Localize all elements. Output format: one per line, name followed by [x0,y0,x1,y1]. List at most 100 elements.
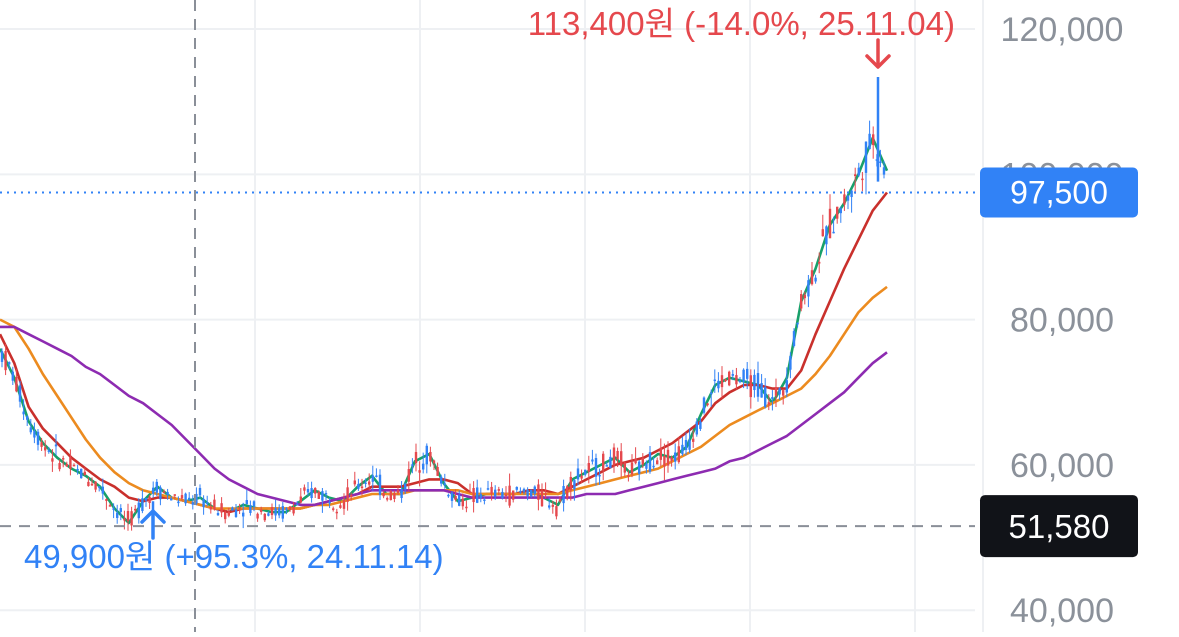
candle-body [526,489,529,497]
candle-body [638,461,641,474]
candle-body [555,506,558,517]
candle-body [670,457,673,461]
candle-body [569,476,572,491]
candle-body [566,486,569,498]
candle-body [591,459,594,462]
candle-body [281,506,284,519]
candle-body [825,226,828,245]
candle-body [98,486,101,488]
candle-body [216,512,220,516]
candle-body [87,481,90,487]
candle-body [274,508,277,516]
candle-body [800,294,803,309]
candle-body [411,464,414,466]
candle-body [11,371,14,381]
candle-body [33,430,36,438]
candle-body [22,411,25,415]
candle-body [616,450,619,460]
candle-body [213,499,216,510]
candle-body [393,492,396,499]
candle-body [368,481,371,485]
candle-body [818,261,821,264]
candle-body [483,499,486,501]
candle-body [753,374,756,391]
high-price-annotation: 113,400원 (-14.0%, 25.11.04) [528,5,955,69]
candle-body [540,491,544,507]
candle-body [184,493,187,504]
candle-body [558,499,562,502]
candle-body [454,496,457,500]
candle-body [396,490,400,493]
current-price-value: 97,500 [1010,175,1108,211]
candle-body [0,351,4,362]
candle-body [494,489,497,497]
candle-body [227,511,230,516]
candle-body [54,444,58,447]
candle-body [612,447,616,465]
candle-body [303,487,306,491]
candle-body [548,505,551,508]
candle-body [756,373,760,397]
candle-body [414,452,418,464]
candle-body [573,480,576,490]
candle-body [105,499,108,501]
candle-body [882,167,886,175]
candle-body [684,439,688,450]
candle-body [360,486,364,489]
ma-line-2 [0,191,889,514]
candle-body [468,491,472,493]
candle-body [306,488,310,493]
candle-body [249,505,252,513]
candle-body [47,450,50,452]
candle-body [450,492,454,501]
candle-body [447,494,450,497]
candle-body [4,350,7,371]
ma-line-1 [0,136,889,525]
crosshair-price-badge: 51,580 [980,495,1138,558]
candle-body [101,486,104,494]
candle-body [382,492,385,497]
candle-body [461,498,464,507]
candle-body [692,438,695,442]
candle-body [537,484,540,500]
candle-body [436,466,439,476]
candle-body [148,496,151,504]
candle-body [699,421,702,429]
candle-body [627,475,630,477]
candle-body [742,369,745,382]
candle-body [425,445,428,465]
candle-body [407,469,410,482]
candle-body [288,506,292,510]
candle-body [663,456,666,467]
candle-body [83,471,86,475]
candle-body [839,208,842,214]
candle-body [141,498,144,512]
candle-body [346,487,349,502]
candle-body [710,392,713,395]
ma-line-4 [0,325,888,507]
candle-body [666,449,670,466]
candle-body [674,452,677,462]
candle-body [724,379,727,381]
candle-body [562,485,565,504]
candles [0,77,886,539]
candle-body [137,502,140,519]
candle-body [623,462,626,473]
y-tick-label: 40,000 [1010,592,1114,630]
candle-body [371,475,374,482]
candle-body [810,270,814,285]
candle-body [749,375,752,398]
arrow-up-icon [140,509,166,540]
candle-body [803,294,806,299]
candle-body [332,508,335,510]
candle-body [879,161,882,164]
candle-body [814,277,817,282]
candle-body [465,506,468,509]
candle-body [782,390,785,396]
candle-body [602,453,605,471]
candle-body [656,460,659,465]
candle-body [400,489,403,499]
candle-body [828,208,832,239]
